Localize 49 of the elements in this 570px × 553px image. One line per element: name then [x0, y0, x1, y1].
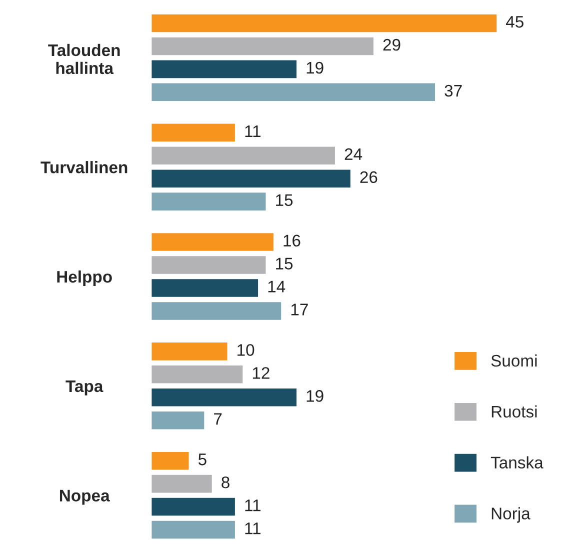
data-label: 8 [222, 476, 230, 488]
data-label: 10 [238, 344, 254, 356]
data-label: 29 [383, 38, 400, 51]
bar [151, 450, 190, 472]
legend-label: Tanska [490, 456, 544, 468]
bar [151, 12, 498, 34]
bar [151, 58, 298, 80]
data-label: 26 [360, 171, 378, 184]
bar [151, 300, 283, 322]
data-label: 19 [306, 390, 324, 402]
y-tick-label: Tapa [66, 380, 104, 396]
bar [151, 474, 214, 494]
bar [151, 496, 236, 518]
data-label: 11 [245, 125, 260, 137]
data-label: 7 [214, 413, 222, 425]
legend-label: Suomi [491, 354, 537, 367]
bar [151, 122, 236, 143]
bar [151, 168, 352, 189]
data-label: 24 [344, 148, 362, 160]
bar [151, 364, 244, 385]
data-label: 14 [268, 280, 286, 292]
data-label: 16 [284, 234, 300, 247]
y-tick-label: Nopea [60, 490, 110, 505]
bar [151, 278, 260, 298]
data-label: 15 [276, 258, 293, 270]
data-label: 17 [291, 304, 308, 316]
bar [151, 82, 436, 102]
data-label: 11 [245, 500, 260, 512]
data-label: 12 [252, 367, 270, 379]
bar [151, 341, 229, 362]
data-label: 37 [444, 84, 462, 97]
data-label: 15 [276, 194, 293, 206]
bar [151, 191, 268, 212]
bar [151, 410, 206, 431]
bar [151, 387, 298, 408]
y-tick-label: Talouden hallinta [48, 44, 120, 74]
legend-label: Ruotsi [492, 405, 537, 418]
bar [151, 145, 336, 166]
bar [151, 232, 275, 252]
bar [151, 254, 268, 276]
bar [151, 36, 375, 56]
data-label: 19 [306, 62, 324, 74]
data-label: 5 [198, 454, 206, 466]
legend-label: Norja [492, 507, 530, 523]
y-tick-label: Helppo [57, 270, 112, 286]
data-label: 11 [245, 522, 260, 534]
bar [151, 519, 236, 540]
y-tick-label: Turvallinen [40, 161, 128, 174]
data-label: 45 [506, 16, 524, 28]
